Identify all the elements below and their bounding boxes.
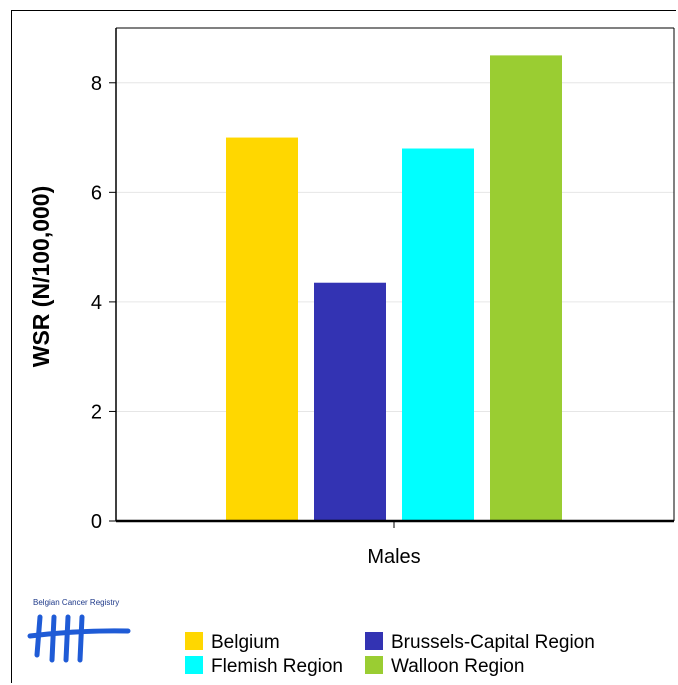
legend-label-brussels-capital-region: Brussels-Capital Region <box>391 632 595 653</box>
bars-group <box>226 55 562 522</box>
gridlines <box>116 82 674 412</box>
bar-walloon-region <box>490 55 562 522</box>
logo-text: Belgian Cancer Registry <box>33 598 119 607</box>
legend-swatch-walloon-region <box>365 656 383 674</box>
bar-brussels-capital-region <box>314 282 386 521</box>
legend-label-flemish-region: Flemish Region <box>211 656 343 677</box>
registry-logo: Belgian Cancer Registry <box>27 598 131 663</box>
legend-swatch-belgium <box>185 632 203 650</box>
legend-label-walloon-region: Walloon Region <box>391 656 524 677</box>
x-categories: Males <box>367 546 420 568</box>
legend: Belgium Brussels-Capital Region Flemish Re… <box>185 632 595 677</box>
axes-group <box>115 27 675 528</box>
y-tick-label: 2 <box>91 401 102 423</box>
tally-marks-icon <box>27 614 131 663</box>
bar-belgium <box>226 137 298 522</box>
y-tick-label: 6 <box>91 182 102 204</box>
y-ticks: 0 2 4 6 8 <box>91 73 116 533</box>
chart-frame <box>11 10 676 683</box>
legend-label-belgium: Belgium <box>211 632 280 653</box>
x-category-label: Males <box>367 546 420 568</box>
y-tick-label: 0 <box>91 511 102 533</box>
legend-swatch-brussels-capital-region <box>365 632 383 650</box>
y-tick-label: 8 <box>91 73 102 95</box>
bar-flemish-region <box>402 148 474 521</box>
y-tick-label: 4 <box>91 292 102 314</box>
y-axis-title: WSR (N/100,000) <box>28 186 54 368</box>
legend-swatch-flemish-region <box>185 656 203 674</box>
